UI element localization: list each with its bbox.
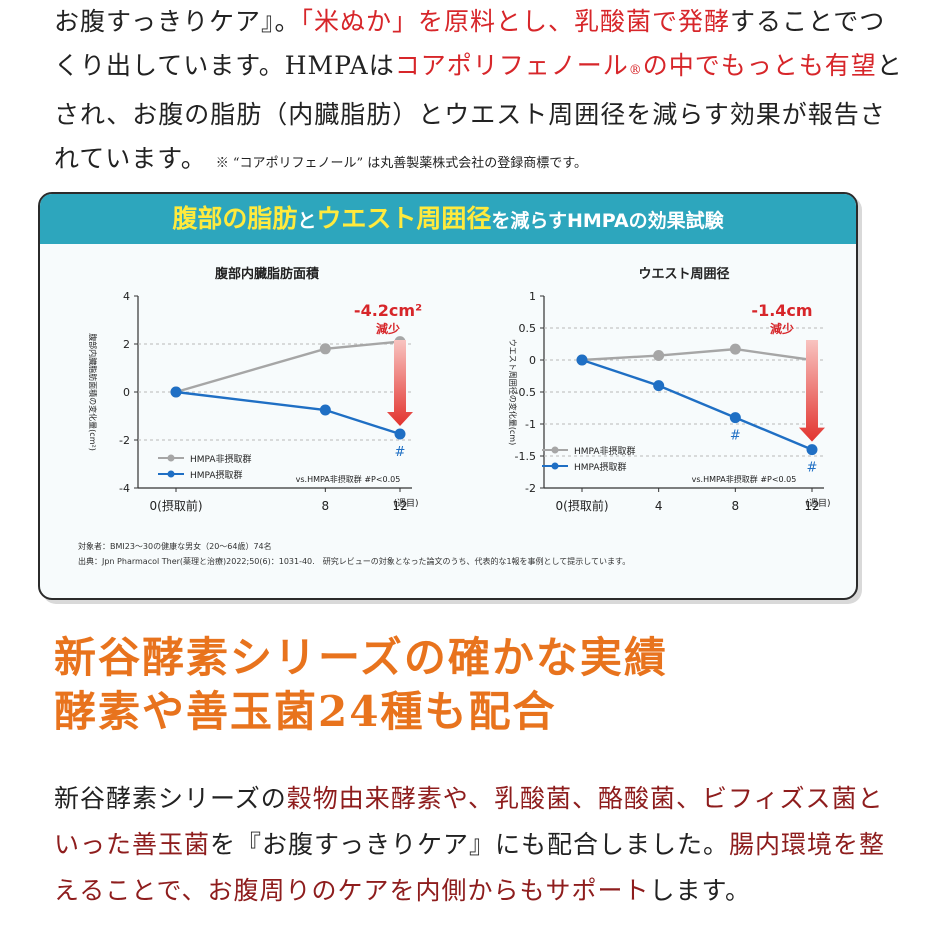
chart2-series-2-point [576, 354, 588, 366]
chart2-series-2-point [729, 412, 741, 424]
panel-title-part-1: 腹部の脂肪 [172, 204, 298, 233]
chart2-legend-marker-2 [551, 462, 559, 470]
chart2-ytick-label: -1.5 [515, 450, 536, 463]
chart2-ytick-label: 1 [529, 290, 536, 303]
chart2-xtick-label: 12 [804, 499, 819, 513]
panel-title: 腹部の脂肪とウエスト周囲径を減らすHMPAの効果試験 [40, 194, 856, 244]
chart1-ytick-label: -4 [119, 482, 130, 495]
chart2-ytick-label: 0.5 [519, 322, 537, 335]
trademark-note: ※ “コアポリフェノール” は丸善製薬株式会社の登録商標です。 [215, 156, 587, 171]
chart2-xlabel: (週目) [805, 498, 830, 509]
intro-paragraph: お腹すっきりケア』。「米ぬか」を原料とし、乳酸菌で発酵することでつくり出していま… [54, 0, 904, 186]
chart1-title: 腹部内臓脂肪面積 [215, 266, 320, 282]
chart1-series-1-point [319, 343, 331, 355]
footnote-source: 出典：Jpn Pharmacol Ther(薬理と治療)2022;50(6)：1… [78, 556, 630, 566]
chart2-series-2-line [581, 358, 813, 451]
intro-text-1: お腹すっきりケア』。 [54, 7, 301, 36]
chart2-series-1-line [581, 347, 813, 362]
section-heading-line-1: 新谷酵素シリーズの確かな実績 [54, 633, 668, 682]
chart1-ylabel: 腹部内臓脂肪面積の変化量(cm²) [88, 333, 98, 451]
body-text-3: を『お腹すっきりケア』にも配合しました。 [210, 830, 730, 859]
panel-title-part-3: ウエスト周囲径 [316, 204, 492, 233]
chart1-ytick-label: 2 [123, 338, 130, 351]
panel-title-part-4: を減らすHMPAの効果試験 [491, 210, 724, 232]
chart2-series-2-point [806, 444, 818, 456]
chart2-ytick-label: 0 [529, 354, 536, 367]
chart2-annotation-value: -1.4cm [751, 301, 812, 320]
chart1-series-2-point [394, 428, 406, 440]
chart2-annotation-text: 減少 [770, 321, 794, 336]
chart2-ytick-label: -0.5 [515, 386, 536, 399]
chart2-series-2-point [653, 380, 665, 392]
body-text-5: します。 [649, 876, 752, 905]
chart1-annotation-text: 減少 [376, 321, 400, 336]
chart1-sig-note: vs.HMPA非摂取群 #P<0.05 [296, 474, 401, 484]
chart1-series-1-line [175, 340, 401, 394]
chart1-xtick-label: 0(摂取前) [150, 498, 203, 513]
registered-mark: ® [628, 63, 643, 78]
chart1-legend-label-1: HMPA非摂取群 [190, 453, 252, 465]
chart2-title: ウエスト周囲径 [638, 266, 729, 282]
body-text-4: 腸内環境を整えることで、お腹周りのケアを内側からもサポート [54, 830, 886, 905]
chart1-ytick-label: -2 [119, 434, 130, 447]
panel-title-part-2: と [297, 210, 317, 232]
chart2-legend-label-1: HMPA非摂取群 [574, 445, 636, 457]
chart1-annotation-value: -4.2cm² [354, 301, 422, 320]
chart1-xtick-label: 12 [392, 499, 407, 513]
intro-text-5: の中でもっとも有望 [642, 51, 877, 80]
chart1-sig-mark: # [395, 445, 406, 460]
chart1-down-arrow-icon [387, 340, 413, 426]
intro-text-3: することでつくり出しています。HMPAは [54, 7, 886, 80]
chart2-sig-note: vs.HMPA非摂取群 #P<0.05 [692, 474, 797, 484]
chart2-legend-label-2: HMPA摂取群 [574, 461, 627, 473]
chart1-ytick-label: 0 [123, 386, 130, 399]
chart1-legend-label-2: HMPA摂取群 [190, 469, 243, 481]
chart1-series-2-point [170, 386, 182, 398]
chart2-xtick-label: 0(摂取前) [556, 498, 609, 513]
intro-text-6: とされ、お腹の脂肪（内臓脂肪）とウエスト周囲径を減らす効果が報告されています。 [54, 51, 903, 173]
chart2-sig-mark: # [730, 429, 741, 444]
chart1-ytick-label: 4 [123, 290, 130, 303]
chart2-ytick-label: -2 [525, 482, 536, 495]
chart2-legend-marker-1 [551, 446, 559, 454]
chart2-ylabel: ウエスト周囲径の変化量(cm) [508, 339, 518, 445]
chart1-series-2-point [319, 404, 331, 416]
chart1-legend-marker-2 [167, 470, 175, 478]
body-text-1: 新谷酵素シリーズの [54, 784, 287, 813]
section-heading-line-2: 酵素や善玉菌24種も配合 [54, 687, 557, 736]
chart1-legend-marker-1 [167, 454, 175, 462]
chart2-xtick-label: 4 [655, 499, 663, 513]
chart1-xlabel: (週目) [393, 498, 418, 509]
chart2-series-1-point [729, 343, 741, 355]
body-paragraph: 新谷酵素シリーズの穀物由来酵素や、乳酸菌、酪酸菌、ビフィズス菌といった善玉菌を『… [54, 776, 904, 914]
chart2-down-arrow-icon [799, 340, 825, 442]
chart2-xtick-label: 8 [732, 499, 740, 513]
intro-text-4: コアポリフェノール [394, 51, 629, 80]
chart1-series-2-line [175, 390, 401, 436]
chart1-xtick-label: 8 [322, 499, 330, 513]
footnote-subjects: 対象者：BMI23～30の健康な男女（20～64歳）74名 [78, 541, 272, 551]
chart-panel: 腹部の脂肪とウエスト周囲径を減らすHMPAの効果試験 腹部内臓脂肪面積 腹部内臓脂… [38, 192, 858, 600]
intro-text-2: 「米ぬか」を原料とし、乳酸菌で発酵 [300, 7, 731, 36]
chart2-sig-mark: # [807, 461, 818, 476]
body-text-2: 穀物由来酵素や、乳酸菌、酪酸菌、ビフィズス菌といった善玉菌 [54, 784, 884, 859]
chart2-series-1-point [653, 350, 665, 362]
chart2-ytick-label: -1 [525, 418, 536, 431]
